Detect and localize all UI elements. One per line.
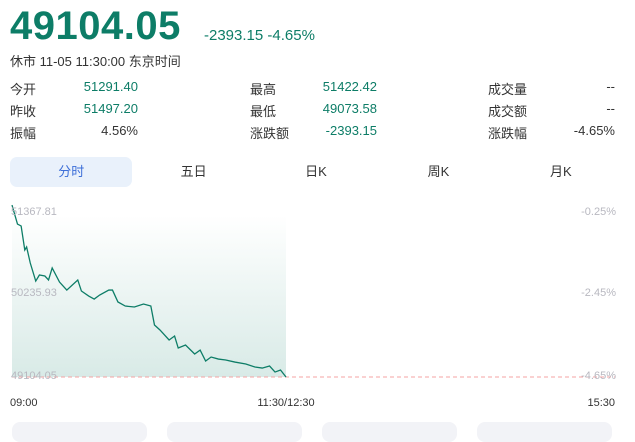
stat-value: -4.65%: [573, 123, 615, 138]
bottom-card[interactable]: [12, 422, 147, 442]
stat-label: 今开: [10, 82, 37, 97]
stats-row: 振幅 4.56% 涨跌额 -2393.15 涨跌幅 -4.65%: [10, 123, 618, 145]
stats-row: 昨收 51497.20 最低 49073.58 成交额 --: [10, 101, 618, 123]
y-label-left: 50235.93: [11, 287, 57, 299]
tab-4[interactable]: 月K: [549, 164, 572, 179]
bottom-card[interactable]: [322, 422, 457, 442]
y-label-right: -0.25%: [581, 206, 616, 218]
stat-value: 51291.40: [83, 79, 138, 94]
stat-value: -2393.15: [325, 123, 377, 138]
tab-3[interactable]: 周K: [427, 164, 450, 179]
market-status: 休市 11-05 11:30:00 东京时间: [10, 54, 181, 69]
current-price: 49104.05: [10, 4, 181, 48]
stats-grid: 今开 51291.40 最高 51422.42 成交量 -- 昨收 51497.20 最低 490…: [10, 79, 618, 145]
y-label-right: -2.45%: [581, 287, 616, 299]
tab-1[interactable]: 五日: [180, 164, 207, 179]
stat-value: --: [606, 101, 615, 116]
stat-value: 49073.58: [322, 101, 377, 116]
stats-row: 今开 51291.40 最高 51422.42 成交量 --: [10, 79, 618, 101]
stat-value: --: [606, 79, 615, 94]
stat-value: 4.56%: [101, 123, 138, 138]
x-label: 09:00: [10, 397, 38, 409]
change-percent: -4.65%: [267, 27, 315, 44]
tab-2[interactable]: 日K: [305, 164, 327, 179]
y-label-right: -4.65%: [581, 370, 616, 382]
stat-value: 51422.42: [322, 79, 377, 94]
stat-label: 成交额: [488, 104, 528, 119]
x-label: 15:30: [587, 397, 615, 409]
stat-label: 涨跌额: [250, 126, 290, 141]
area-fill: [12, 215, 286, 377]
period-tabs: 分时 五日 日K 周K 月K: [10, 157, 622, 187]
stat-label: 涨跌幅: [488, 126, 528, 141]
bottom-card[interactable]: [477, 422, 612, 442]
change-value: -2393.15: [204, 27, 264, 44]
tab-0[interactable]: 分时: [10, 157, 133, 187]
x-label: 11:30/12:30: [257, 397, 314, 409]
price-line: [11, 204, 287, 378]
intraday-chart: 51367.81 50235.93 49104.05 -0.25% -2.45% -4.6…: [10, 204, 616, 409]
stat-label: 振幅: [10, 126, 37, 141]
y-label-left: 51367.81: [11, 206, 57, 218]
stat-label: 昨收: [10, 104, 37, 119]
y-label-left: 49104.05: [11, 370, 57, 382]
price-change: -2393.15 -4.65%: [204, 27, 315, 44]
stat-label: 成交量: [488, 82, 528, 97]
stat-label: 最高: [250, 82, 277, 97]
stat-label: 最低: [250, 104, 277, 119]
stat-value: 51497.20: [83, 101, 138, 116]
bottom-card[interactable]: [167, 422, 302, 442]
